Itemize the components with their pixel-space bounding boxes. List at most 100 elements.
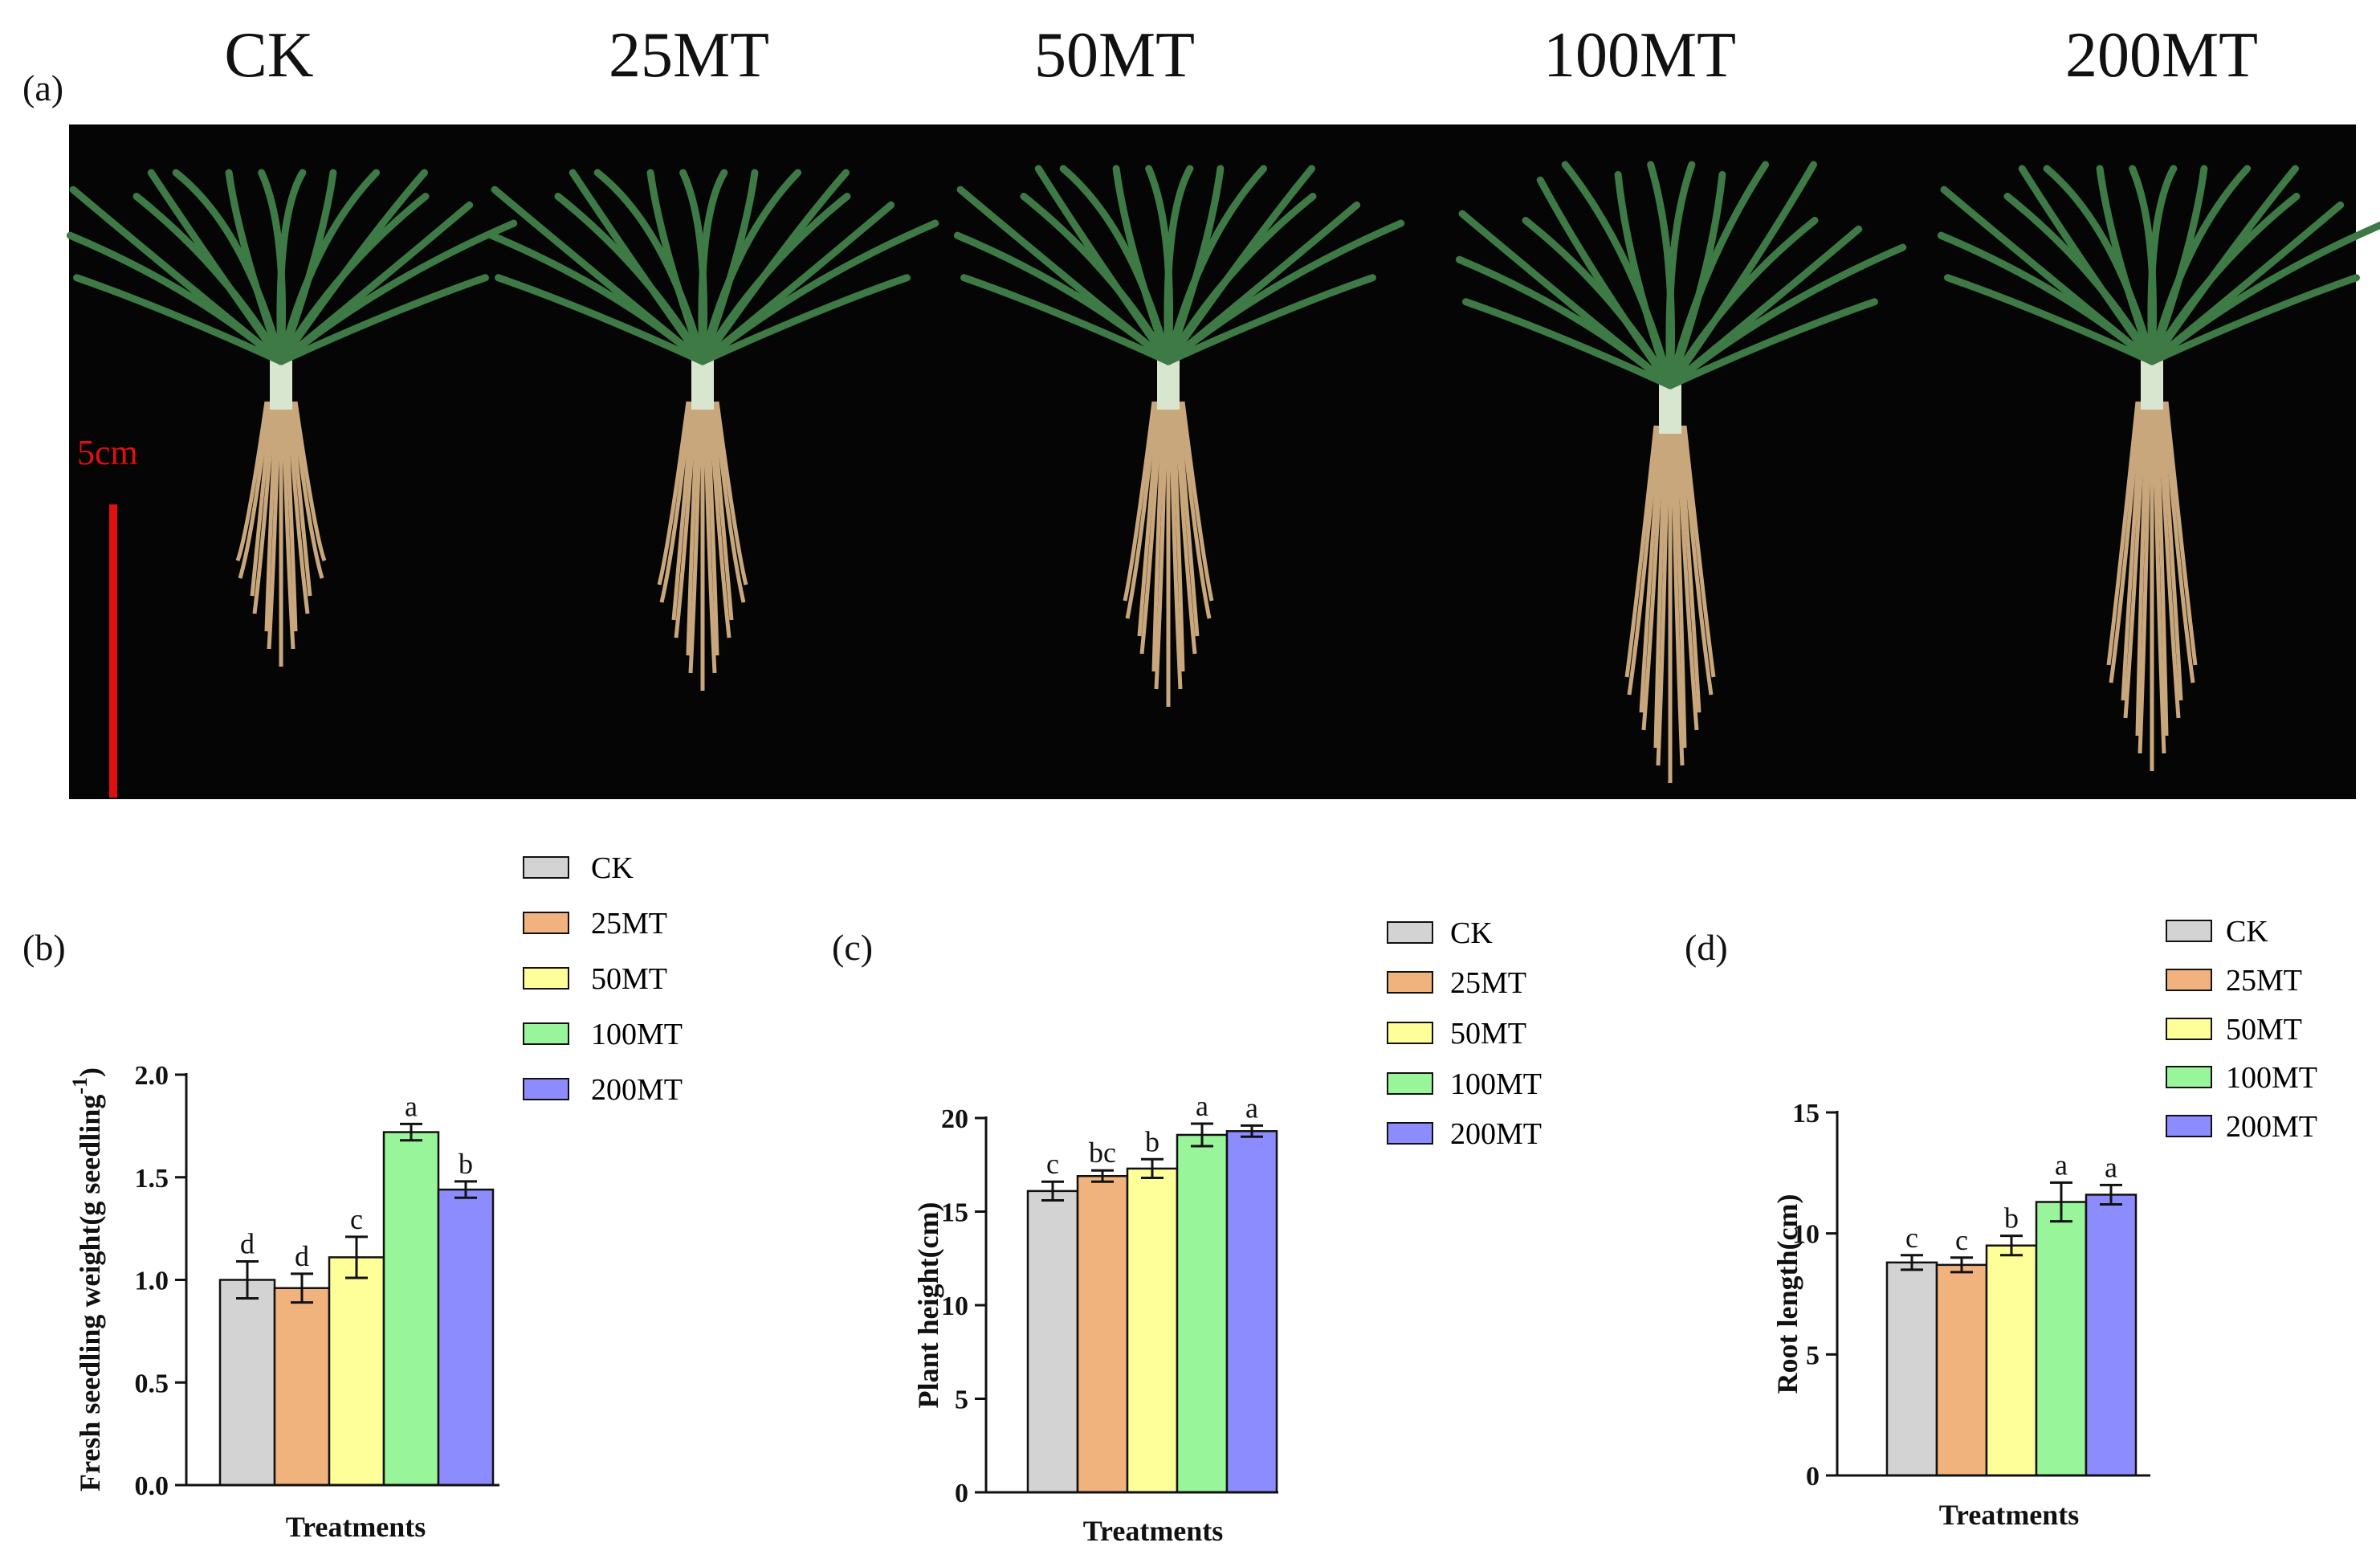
leaf bbox=[225, 169, 285, 365]
y-tick-label: 10 bbox=[941, 1292, 968, 1321]
root-strand bbox=[1123, 401, 1156, 602]
legend-b-label-200mt: 200MT bbox=[591, 1073, 683, 1107]
panel-label: (b) bbox=[22, 927, 66, 968]
leaf bbox=[569, 169, 707, 365]
leaf bbox=[1164, 193, 1317, 365]
root-strand bbox=[686, 401, 700, 656]
root-strand bbox=[715, 401, 748, 586]
root-strand bbox=[1627, 425, 1661, 696]
legend-b-swatch-100mt bbox=[523, 1022, 569, 1045]
root-strand bbox=[674, 401, 698, 639]
significance-letter: b bbox=[2004, 1202, 2019, 1234]
bar-200mt bbox=[2085, 1194, 2138, 1477]
root-strand bbox=[703, 401, 717, 674]
legend-c-swatch-100mt bbox=[1387, 1072, 1433, 1095]
legend-d-swatch-200mt bbox=[2166, 1115, 2212, 1137]
leaf bbox=[1614, 170, 1674, 390]
panel-label: (c) bbox=[832, 927, 873, 968]
leaf bbox=[277, 274, 489, 365]
leaf bbox=[1940, 186, 2156, 365]
chart-root-length: (d) c c b a a 0 5 10 15 Treatments Root length(cm) bbox=[1685, 927, 2150, 1531]
leaf bbox=[73, 274, 285, 365]
leaf bbox=[1944, 274, 2156, 365]
root-strand bbox=[2138, 401, 2152, 754]
significance-letter: c bbox=[1046, 1148, 1059, 1180]
leaf bbox=[1666, 161, 1770, 390]
y-tick-label: 0 bbox=[1806, 1462, 1820, 1492]
y-tick-label: 20 bbox=[941, 1104, 968, 1134]
photo-treatment-labels: CK 25MT 50MT 100MT 200MT bbox=[224, 20, 2258, 91]
legend-b-swatch-200mt bbox=[523, 1078, 569, 1100]
leaf bbox=[1112, 165, 1172, 365]
significance-letter: a bbox=[1196, 1090, 1208, 1122]
legend-c-label-ck: CK bbox=[1450, 916, 1493, 950]
chart-plant-height: (c) c bc b a a 0 5 10 15 20 Treatments Plant height(… bbox=[832, 927, 1278, 1547]
panel-a-label: (a) bbox=[22, 67, 63, 108]
significance-letter: a bbox=[2055, 1149, 2068, 1181]
seedling-5 bbox=[1937, 165, 2380, 771]
x-axis-title: Treatments bbox=[1083, 1515, 1224, 1547]
leaf bbox=[956, 186, 1172, 365]
legend-d-label-200mt: 200MT bbox=[2226, 1110, 2317, 1144]
root-strand bbox=[671, 401, 695, 621]
legend-d-swatch-25mt bbox=[2166, 969, 2212, 991]
photo-label-200mt: 200MT bbox=[2065, 20, 2258, 91]
root-strand bbox=[2164, 401, 2198, 666]
photo-label-25mt: 25MT bbox=[609, 20, 769, 91]
leaf bbox=[1164, 219, 1405, 365]
legend-c-label-100mt: 100MT bbox=[1450, 1067, 1542, 1101]
y-axis-title-main: Fresh seedling weight(g seedling bbox=[74, 1095, 106, 1492]
leaf bbox=[699, 169, 802, 365]
root-strand bbox=[264, 401, 279, 632]
y-axis-title-close: ) bbox=[74, 1067, 106, 1077]
leaf bbox=[960, 274, 1172, 365]
y-axis-title-main: Root length(cm) bbox=[1771, 1194, 1803, 1394]
root-strand bbox=[267, 401, 281, 650]
bar-100mt bbox=[1176, 1133, 1229, 1494]
root-strand bbox=[2121, 401, 2145, 701]
y-tick-label: 15 bbox=[941, 1198, 968, 1228]
y-tick-label: 5 bbox=[955, 1385, 968, 1415]
legend-c-label-50mt: 50MT bbox=[1450, 1017, 1526, 1051]
leaf bbox=[646, 169, 707, 365]
bar-50mt bbox=[1126, 1167, 1179, 1494]
y-axis-title: Plant height(cm) bbox=[912, 1202, 944, 1409]
significance-letter: c bbox=[350, 1203, 363, 1235]
root-strand bbox=[1670, 425, 1685, 766]
leaf bbox=[1164, 274, 1376, 365]
root-strand bbox=[2159, 401, 2183, 701]
leaf bbox=[277, 169, 381, 365]
scale-bar bbox=[109, 504, 117, 798]
legend-b-label-50mt: 50MT bbox=[591, 962, 667, 996]
root-strand bbox=[250, 401, 274, 597]
significance-letter: c bbox=[1905, 1222, 1918, 1254]
significance-letter: c bbox=[1955, 1224, 1968, 1256]
scale-bar-label: 5cm bbox=[77, 433, 138, 472]
root-strand bbox=[1641, 425, 1665, 731]
legend-d-label-ck: CK bbox=[2226, 915, 2268, 949]
legend-d-swatch-ck bbox=[2166, 920, 2212, 942]
leaf bbox=[2147, 165, 2178, 365]
root-strand bbox=[1180, 401, 1214, 602]
root-strand bbox=[238, 401, 271, 579]
root-strand bbox=[1675, 425, 1699, 731]
leaf bbox=[1034, 165, 1172, 365]
bar-200mt bbox=[437, 1188, 495, 1487]
leaf bbox=[699, 274, 911, 365]
y-axis-title-main: Plant height(cm) bbox=[912, 1202, 944, 1409]
root-strand bbox=[2157, 401, 2181, 719]
seedling-2 bbox=[487, 169, 939, 691]
root-strand bbox=[659, 401, 693, 603]
root-strand bbox=[657, 401, 691, 586]
root-strand bbox=[288, 401, 312, 597]
root-strand bbox=[2154, 401, 2169, 737]
y-tick-label: 5 bbox=[1806, 1341, 1820, 1370]
bar-100mt bbox=[2035, 1201, 2088, 1477]
significance-letter: b bbox=[458, 1148, 473, 1180]
root-strand bbox=[286, 401, 310, 614]
root-strand bbox=[252, 401, 276, 614]
y-tick-label: 0.0 bbox=[135, 1471, 169, 1501]
root-strand bbox=[2152, 401, 2166, 754]
x-axis-title: Treatments bbox=[286, 1511, 426, 1543]
legend-c-swatch-ck bbox=[1387, 921, 1433, 944]
